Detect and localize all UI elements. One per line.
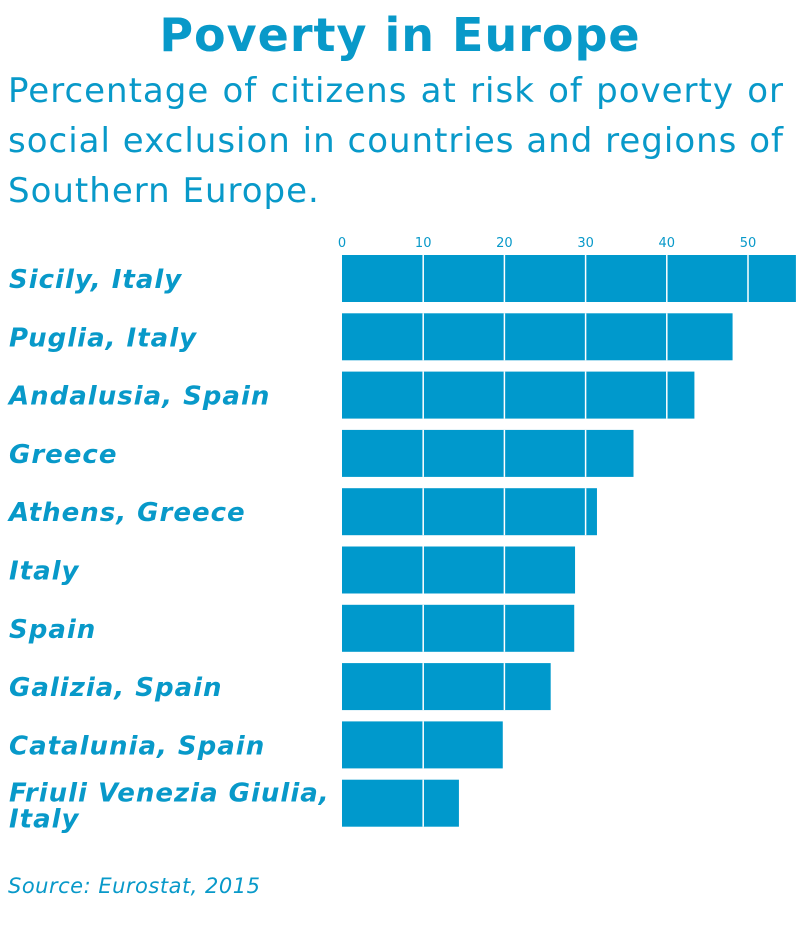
- category-label: Greece: [9, 440, 117, 470]
- category-label-line: Sicily, Italy: [9, 265, 182, 295]
- bar: [342, 721, 503, 769]
- bar: [342, 255, 796, 302]
- category-label: Friuli Venezia Giulia, Italy: [9, 779, 330, 835]
- chart-subtitle: Percentage of citizens at risk of povert…: [8, 71, 784, 211]
- category-label: Galizia, Spain: [9, 673, 223, 703]
- category-label: Athens, Greece: [7, 498, 246, 528]
- bar: [342, 546, 576, 594]
- category-label: Catalunia, Spain: [9, 731, 265, 761]
- bar: [342, 488, 597, 536]
- bar: [342, 313, 733, 361]
- category-label-line: Galizia, Spain: [9, 673, 223, 703]
- x-tick-label: 10: [415, 236, 432, 251]
- source-note: Source: Eurostat, 2015: [8, 874, 261, 898]
- category-label: Italy: [9, 557, 80, 587]
- category-labels: Sicily, Italy Puglia, Italy Andalusia, Spa…: [7, 265, 330, 835]
- category-label-line: Andalusia, Spain: [7, 382, 270, 412]
- x-tick-label: 50: [740, 236, 757, 251]
- category-label: Puglia, Italy: [9, 323, 197, 353]
- x-tick-label: 30: [577, 236, 594, 251]
- category-label-line: Friuli Venezia Giulia,: [9, 779, 330, 809]
- bars: [342, 255, 796, 827]
- category-label-line: Greece: [9, 440, 117, 470]
- bar: [342, 371, 695, 419]
- category-label-line: Puglia, Italy: [9, 323, 197, 353]
- x-tick-label: 20: [496, 236, 513, 251]
- bar: [342, 779, 459, 827]
- bar: [342, 604, 575, 652]
- category-label-line: Catalunia, Spain: [9, 731, 265, 761]
- category-label: Andalusia, Spain: [7, 382, 270, 412]
- bar: [342, 429, 634, 477]
- category-label-line: Italy: [9, 557, 80, 587]
- gridlines: [422, 255, 749, 827]
- category-label: Spain: [9, 615, 96, 645]
- bar-chart: 0 10 20 30 40 50 Sicily, Italy Puglia, Italy An…: [7, 236, 796, 835]
- chart-title: Poverty in Europe: [159, 8, 641, 62]
- category-label-line: Spain: [9, 615, 96, 645]
- x-axis-ticks: 0 10 20 30 40 50: [338, 236, 756, 251]
- category-label: Sicily, Italy: [9, 265, 182, 295]
- bar: [342, 663, 551, 711]
- category-label-line: Athens, Greece: [7, 498, 246, 528]
- x-tick-label: 0: [338, 236, 346, 251]
- x-tick-label: 40: [659, 236, 676, 251]
- category-label-line: Italy: [9, 805, 80, 835]
